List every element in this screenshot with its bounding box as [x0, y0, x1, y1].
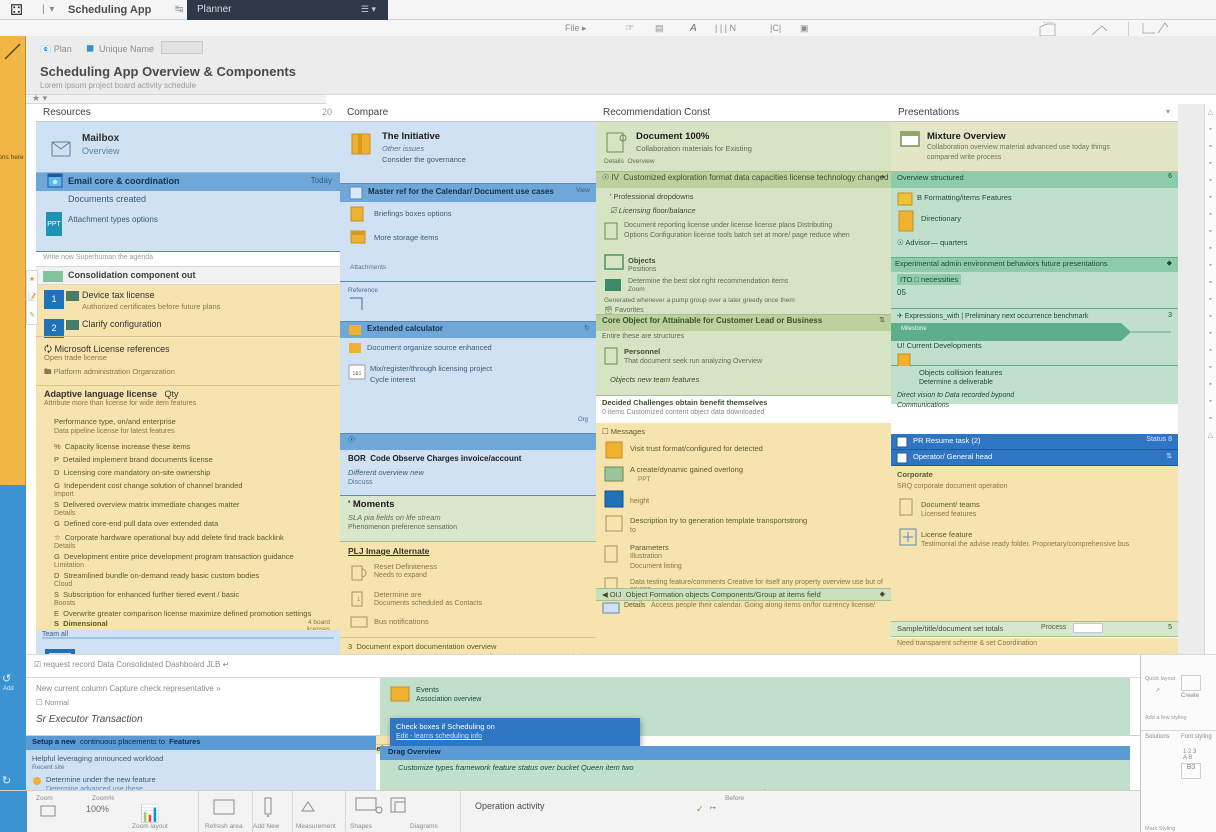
svg-text:1&1: 1&1	[353, 371, 362, 377]
svg-text:PPT: PPT	[47, 221, 61, 228]
svg-text:5.0 in: 5.0 in	[1043, 22, 1053, 24]
